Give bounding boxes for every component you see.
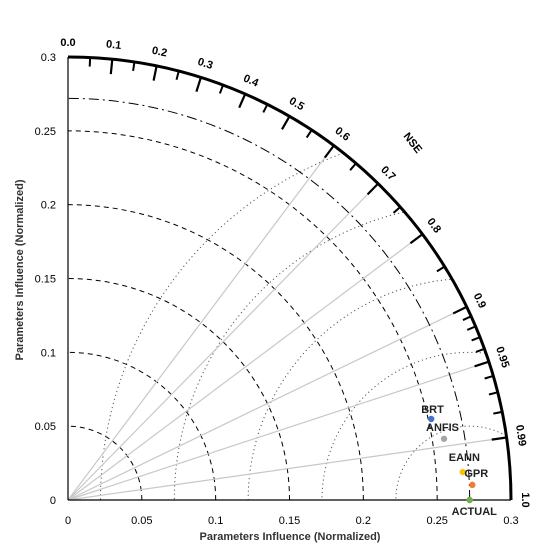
y-tick-label: 0.05 (35, 421, 56, 433)
y-tick-label: 0.2 (41, 200, 56, 212)
correlation-minor-tick (484, 374, 494, 380)
correlation-minor-tick (493, 410, 503, 415)
std-arc (67, 425, 143, 501)
std-arc (67, 204, 364, 501)
correlation-major-tick (195, 77, 202, 93)
x-tick-label: 0.2 (356, 515, 371, 527)
point-gpr (469, 481, 476, 489)
std-arc (67, 278, 290, 501)
point-anfis (440, 435, 448, 442)
point-eann (459, 468, 466, 476)
correlation-tick-label: 1.0 (519, 492, 531, 507)
correlation-ray (67, 233, 423, 501)
y-tick-label: 0.3 (41, 52, 56, 64)
correlation-minor-tick (305, 129, 313, 139)
correlation-ray (67, 436, 507, 501)
y-tick-label: 0.25 (35, 126, 56, 138)
correlation-major-tick (366, 182, 379, 196)
x-tick-label: 0.15 (279, 515, 300, 527)
x-tick-label: 0 (65, 515, 71, 527)
correlation-tick-label: 0.9 (471, 291, 488, 310)
correlation-major-tick (281, 115, 291, 130)
correlation-ray (67, 306, 467, 501)
correlation-tick-label: 0.2 (151, 45, 168, 60)
x-tick-label: 0.1 (208, 515, 223, 527)
point-actual (466, 496, 473, 504)
point-label-actual: ACTUAL (452, 506, 497, 518)
correlation-minor-tick (488, 391, 498, 396)
std-ticks: 00 0.05 0.05 0.1 0.1 0.15 0.15 0.2 0.2 0.25 0.25 0.… (35, 52, 519, 527)
point-label-eann: EANN (449, 452, 480, 464)
correlation-tick-label: 0.5 (287, 95, 306, 113)
correlation-ray (67, 145, 335, 501)
correlation-major-tick (238, 93, 247, 109)
correlation-major-tick (452, 305, 468, 315)
point-label-gpr: GPR (464, 468, 488, 480)
rms-arcs (99, 152, 507, 501)
correlation-major-tick (409, 233, 424, 245)
point-brt (427, 415, 435, 423)
correlation-minor-tick (466, 325, 476, 331)
correlation-tick-label: 0.8 (424, 216, 443, 235)
correlation-minor-tick (262, 103, 269, 113)
nse-arc-label: NSE (401, 131, 424, 156)
correlation-minor-tick (175, 70, 180, 81)
correlation-minor-tick (436, 265, 446, 273)
rms-arc (247, 278, 451, 501)
rms-arc (321, 351, 486, 500)
y-tick-label: 0 (50, 495, 56, 507)
x-axis-title: Parameters Influence (Normalized) (200, 531, 381, 543)
correlation-minor-tick (471, 336, 481, 342)
std-arc (67, 351, 217, 501)
correlation-minor-tick (392, 206, 401, 214)
correlation-major-tick (323, 144, 335, 159)
reference-std-arc (67, 97, 471, 501)
correlation-tick-label: 0.1 (105, 38, 121, 51)
correlation-rays (67, 145, 507, 501)
correlation-major-tick (474, 360, 490, 368)
correlation-ticks: 0.0 0.1 0.2 0.3 0.4 0.5 0.6 0.7 0.8 0.9 0.95 0.99 1.… (60, 37, 531, 508)
reference-arc (67, 97, 471, 501)
x-tick-label: 0.3 (503, 515, 518, 527)
data-points: BRT ANFIS EANN GPR ACTUAL (421, 404, 497, 518)
correlation-tick-label: 0.3 (196, 56, 214, 72)
correlation-tick-label: 0.95 (493, 345, 511, 369)
correlation-minor-tick (349, 162, 357, 171)
correlation-tick-label: 0.0 (60, 37, 75, 49)
std-arc (67, 130, 438, 501)
correlation-minor-tick (218, 84, 224, 94)
correlation-major-tick (152, 65, 158, 81)
outer-arc (67, 55, 513, 501)
x-tick-label: 0.25 (426, 515, 447, 527)
y-tick-label: 0.1 (41, 347, 56, 359)
x-tick-label: 0.05 (131, 515, 152, 527)
correlation-minor-tick (462, 315, 472, 321)
correlation-tick-label: 0.7 (378, 164, 397, 183)
y-tick-label: 0.15 (35, 274, 56, 286)
correlation-minor-tick (475, 347, 485, 353)
axes (67, 55, 513, 501)
std-arcs (67, 130, 438, 501)
correlation-minor-tick (132, 61, 136, 72)
correlation-ray (67, 361, 490, 501)
rms-arc (395, 425, 507, 500)
correlation-major-tick (491, 436, 507, 441)
y-axis-title: Parameters Influence (Normalized) (14, 179, 26, 360)
correlation-ray (67, 183, 379, 501)
correlation-tick-label: 0.4 (241, 73, 261, 90)
point-label-brt: BRT (421, 404, 444, 416)
rms-arc (173, 211, 404, 501)
correlation-tick-label: 0.6 (333, 125, 352, 144)
correlation-tick-label: 0.99 (513, 424, 528, 447)
point-label-anfis: ANFIS (426, 422, 459, 434)
correlation-major-tick (109, 59, 114, 75)
